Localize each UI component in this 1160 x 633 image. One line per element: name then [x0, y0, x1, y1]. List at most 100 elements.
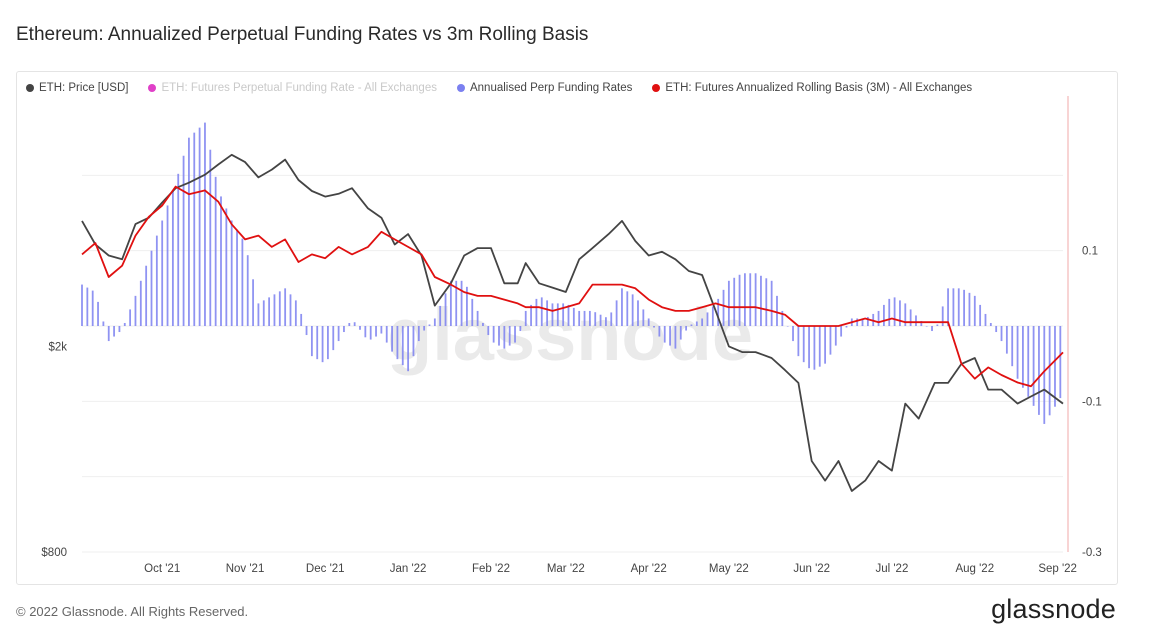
funding-bar — [888, 298, 891, 326]
funding-bar — [268, 297, 271, 326]
funding-bar — [492, 326, 495, 343]
funding-bar — [182, 155, 185, 326]
funding-bar — [1027, 326, 1030, 397]
legend-swatch-funding-rate — [148, 84, 157, 92]
funding-bar — [727, 280, 730, 326]
funding-bar — [412, 326, 415, 357]
funding-bar — [690, 324, 693, 326]
funding-bar — [1043, 326, 1046, 424]
funding-bar — [204, 122, 206, 326]
funding-bar — [476, 310, 479, 326]
x-tick-label: Aug '22 — [955, 563, 994, 575]
funding-bar — [289, 294, 292, 326]
funding-bar — [177, 173, 180, 326]
funding-bar — [973, 295, 976, 326]
axes: Oct '21 Nov '21 Dec '21 Jan '22 Feb '22 Mar '… — [41, 96, 1102, 575]
funding-bar — [626, 291, 629, 326]
funding-bar — [535, 298, 538, 326]
funding-bar — [166, 205, 169, 326]
legend-swatch-rolling-basis — [652, 84, 661, 92]
funding-bar — [417, 326, 420, 342]
funding-bar — [482, 322, 484, 326]
brand-logo: glassnode — [991, 594, 1116, 624]
funding-bar — [765, 278, 768, 326]
x-tick-label: Jan '22 — [390, 563, 427, 575]
x-tick-label: Dec '21 — [306, 563, 345, 575]
funding-bar — [786, 326, 789, 327]
funding-bar — [1000, 326, 1003, 342]
funding-bar — [332, 326, 335, 351]
funding-bar — [428, 324, 431, 326]
funding-bar — [701, 318, 704, 326]
funding-bar — [979, 304, 982, 326]
funding-bar — [588, 310, 591, 326]
funding-bar — [300, 313, 303, 326]
funding-bar — [1022, 326, 1024, 388]
legend-swatch-price — [26, 84, 34, 92]
funding-bar — [188, 137, 190, 326]
legend-label-rolling-basis: ETH: Futures Annualized Rolling Basis (3… — [665, 82, 973, 94]
funding-bar — [396, 326, 399, 360]
legend-item-annualised-funding[interactable]: Annualised Perp Funding Rates — [456, 82, 632, 94]
funding-bar — [519, 326, 522, 332]
funding-bar — [840, 326, 843, 337]
funding-bar — [273, 294, 276, 326]
y-left-tick-label: $800 — [41, 547, 67, 559]
funding-bar — [310, 326, 313, 357]
grid-lines — [82, 174, 1063, 553]
funding-bar — [920, 320, 923, 326]
funding-bar — [631, 294, 634, 326]
funding-bar — [155, 235, 158, 326]
funding-bar — [706, 312, 709, 326]
funding-bar — [433, 318, 436, 326]
legend-item-rolling-basis[interactable]: ETH: Futures Annualized Rolling Basis (3… — [652, 82, 972, 94]
x-tick-label: Sep '22 — [1038, 563, 1077, 575]
funding-bar — [567, 304, 570, 326]
funding-bar — [957, 288, 960, 326]
funding-bar — [385, 326, 388, 343]
funding-bar — [615, 300, 618, 326]
funding-bar — [605, 317, 607, 326]
copyright-footer: © 2022 Glassnode. All Rights Reserved. — [16, 604, 249, 619]
page-title: Ethereum: Annualized Perpetual Funding R… — [16, 24, 589, 45]
funding-bar — [968, 292, 971, 326]
funding-bar — [824, 326, 827, 364]
funding-bar — [546, 300, 549, 326]
funding-bar — [583, 310, 586, 326]
funding-bar — [674, 326, 677, 349]
funding-bar — [760, 275, 762, 326]
x-tick-label: Mar '22 — [547, 563, 585, 575]
funding-bar — [466, 286, 468, 326]
funding-bar — [813, 326, 816, 370]
funding-bar — [171, 190, 174, 326]
funding-bar — [321, 326, 324, 363]
legend-label-funding-rate: ETH: Futures Perpetual Funding Rate - Al… — [161, 82, 437, 94]
funding-bar — [754, 273, 757, 326]
x-tick-label: May '22 — [709, 563, 749, 575]
funding-bar — [685, 326, 688, 331]
funding-bar — [733, 277, 736, 326]
eth-price-line — [81, 153, 1064, 492]
funding-bar — [861, 318, 864, 326]
funding-bar — [658, 326, 661, 337]
funding-bar — [845, 326, 848, 328]
legend-item-price[interactable]: ETH: Price [USD] — [26, 82, 128, 94]
legend-swatch-annualised-funding — [456, 84, 465, 92]
funding-bar — [353, 322, 356, 326]
funding-bar — [1016, 326, 1019, 379]
legend-item-funding-rate[interactable]: ETH: Futures Perpetual Funding Rate - Al… — [148, 82, 437, 94]
funding-bar — [711, 306, 714, 326]
funding-bar — [776, 295, 778, 326]
funding-bars — [81, 122, 1062, 424]
funding-bar — [343, 326, 345, 333]
funding-bar — [995, 326, 998, 333]
funding-bar — [508, 326, 511, 346]
funding-bar — [530, 304, 532, 326]
funding-bar — [989, 322, 992, 326]
funding-bar — [455, 280, 458, 326]
funding-bar — [198, 127, 201, 326]
funding-bar — [241, 238, 244, 326]
funding-bar — [81, 284, 83, 326]
funding-bar — [150, 250, 153, 326]
